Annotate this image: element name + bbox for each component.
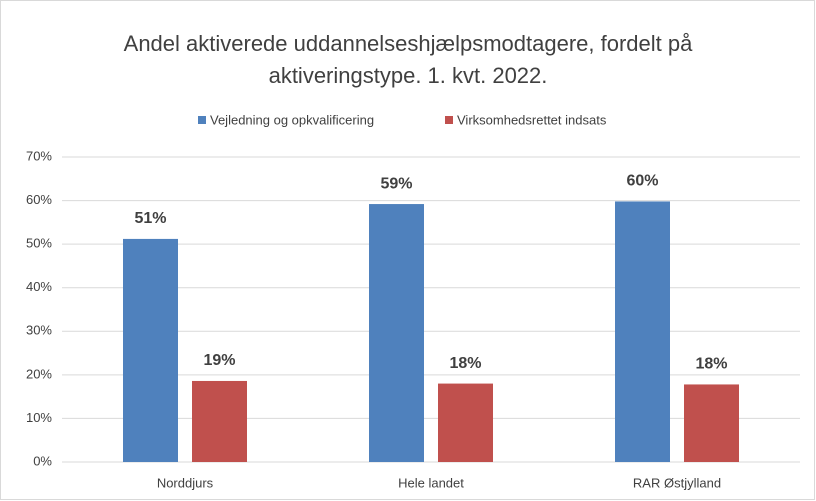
bar (369, 204, 424, 463)
bar (684, 384, 739, 462)
y-tick-label: 50% (26, 236, 52, 251)
chart-title: Andel aktiverede uddannelseshjælpsmodtag… (123, 31, 693, 88)
bar (123, 238, 178, 462)
legend-label: Virksomhedsrettet indsats (457, 112, 607, 127)
y-tick-label: 0% (33, 453, 52, 468)
y-tick-label: 40% (26, 279, 52, 294)
value-label: 18% (449, 355, 481, 372)
x-tick-label: Norddjurs (157, 475, 214, 490)
value-label: 60% (626, 173, 658, 190)
legend-label: Vejledning og opkvalificering (210, 112, 374, 127)
value-label: 51% (134, 210, 166, 227)
value-label: 19% (203, 352, 235, 369)
legend-swatch (198, 116, 206, 124)
x-tick-label: Hele landet (398, 475, 464, 490)
bar (615, 201, 670, 462)
y-tick-label: 60% (26, 192, 52, 207)
bar (192, 380, 247, 462)
y-tick-label: 70% (26, 148, 52, 163)
y-tick-label: 30% (26, 323, 52, 338)
legend-swatch (445, 116, 453, 124)
value-label: 18% (695, 356, 727, 373)
y-tick-label: 20% (26, 366, 52, 381)
value-label: 59% (380, 175, 412, 192)
x-tick-label: RAR Østjylland (633, 475, 721, 490)
y-tick-label: 10% (26, 410, 52, 425)
bar (438, 383, 493, 462)
